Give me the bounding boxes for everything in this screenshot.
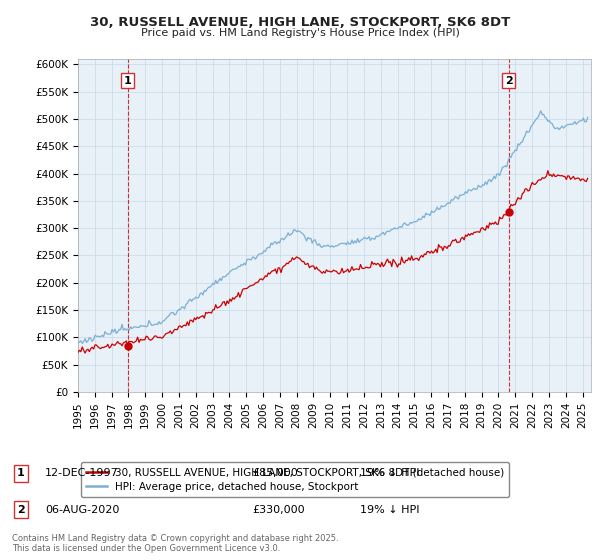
Text: Price paid vs. HM Land Registry's House Price Index (HPI): Price paid vs. HM Land Registry's House … bbox=[140, 28, 460, 38]
Text: 1: 1 bbox=[17, 468, 25, 478]
Text: 06-AUG-2020: 06-AUG-2020 bbox=[45, 505, 119, 515]
Text: £85,000: £85,000 bbox=[252, 468, 298, 478]
Text: £330,000: £330,000 bbox=[252, 505, 305, 515]
Text: Contains HM Land Registry data © Crown copyright and database right 2025.
This d: Contains HM Land Registry data © Crown c… bbox=[12, 534, 338, 553]
Text: 2: 2 bbox=[505, 76, 512, 86]
Legend: 30, RUSSELL AVENUE, HIGH LANE, STOCKPORT, SK6 8DT (detached house), HPI: Average: 30, RUSSELL AVENUE, HIGH LANE, STOCKPORT… bbox=[80, 462, 509, 497]
Text: 1: 1 bbox=[124, 76, 131, 86]
Text: 19% ↓ HPI: 19% ↓ HPI bbox=[360, 468, 419, 478]
Text: 30, RUSSELL AVENUE, HIGH LANE, STOCKPORT, SK6 8DT: 30, RUSSELL AVENUE, HIGH LANE, STOCKPORT… bbox=[90, 16, 510, 29]
Text: 19% ↓ HPI: 19% ↓ HPI bbox=[360, 505, 419, 515]
Text: 12-DEC-1997: 12-DEC-1997 bbox=[45, 468, 119, 478]
Text: 2: 2 bbox=[17, 505, 25, 515]
